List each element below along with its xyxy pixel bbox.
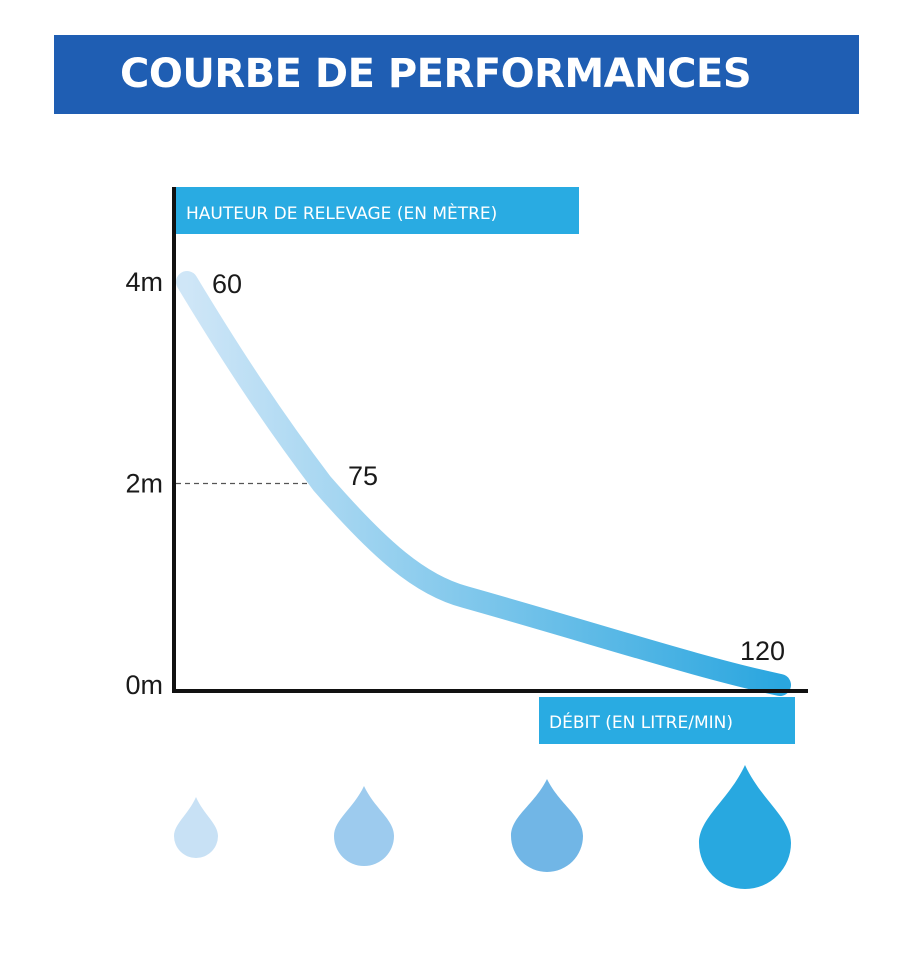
- data-point-labels: 60 75 120: [212, 269, 785, 666]
- data-label-120: 120: [740, 636, 785, 666]
- title-banner: COURBE DE PERFORMANCES: [54, 35, 859, 114]
- water-drop-icon: [334, 786, 394, 866]
- data-label-60: 60: [212, 269, 242, 299]
- water-drop-icon: [511, 779, 583, 872]
- y-tick-labels: 0m 2m 4m: [125, 267, 163, 700]
- water-drop-icon: [174, 797, 218, 858]
- y-tick-label: 2m: [125, 469, 163, 499]
- x-axis-label-box: [539, 697, 795, 744]
- data-label-75: 75: [348, 461, 378, 491]
- water-drops: [174, 765, 791, 889]
- y-tick-label: 4m: [125, 267, 163, 297]
- y-tick-label: 0m: [125, 670, 163, 700]
- x-axis-label: DÉBIT (EN LITRE/MIN): [549, 711, 733, 733]
- water-drop-icon: [699, 765, 791, 889]
- performance-curve: [176, 271, 791, 696]
- y-axis-label-box: [175, 187, 579, 234]
- chart-title: COURBE DE PERFORMANCES: [120, 51, 752, 97]
- y-axis-label: HAUTEUR DE RELEVAGE (EN MÈTRE): [186, 202, 497, 224]
